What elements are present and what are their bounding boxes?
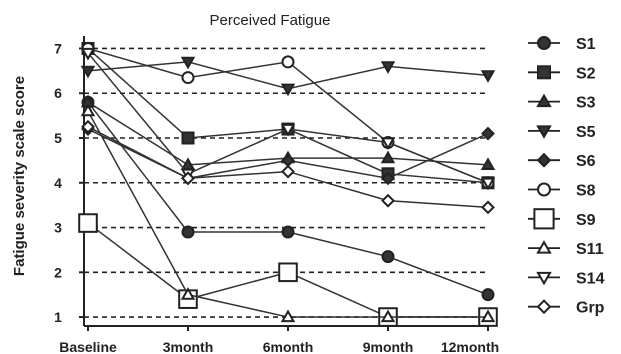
- point-S14-0: [80, 47, 96, 61]
- legend-item-S8: S8: [528, 182, 596, 200]
- legend-label: S2: [576, 65, 596, 82]
- legend-marker-S5: [536, 125, 552, 139]
- legend-item-S5: S5: [528, 124, 596, 141]
- legend-marker-S2: [537, 65, 551, 80]
- legend-marker-S14: [536, 271, 552, 286]
- chart-title: Perceived Fatigue: [210, 12, 331, 29]
- legend-item-Grp: Grp: [528, 299, 605, 317]
- point-S5-0: [80, 65, 96, 79]
- point-S9-0: [78, 213, 98, 233]
- point-S5-1: [180, 56, 196, 70]
- point-S8-1: [181, 71, 195, 85]
- point-S3-1: [180, 157, 196, 170]
- y-axis-label: Fatigue severity scale score: [11, 76, 28, 276]
- legend-item-S1: S1: [528, 36, 596, 53]
- x-tick-label: 6month: [263, 339, 314, 354]
- y-tick-label: 4: [54, 175, 62, 191]
- y-tick-label: 2: [54, 264, 62, 280]
- legend-item-S14: S14: [528, 270, 605, 287]
- legend-item-S3: S3: [528, 93, 596, 112]
- legend-label: S5: [576, 124, 596, 141]
- point-S6-4: [481, 126, 495, 141]
- legend-label: S3: [576, 95, 596, 112]
- point-Grp-1: [181, 171, 195, 186]
- point-S5-3: [380, 61, 396, 74]
- point-S1-4: [481, 288, 495, 302]
- point-S1-3: [381, 250, 395, 264]
- point-S14-2: [280, 123, 296, 137]
- point-S3-3: [380, 150, 396, 164]
- series-S11: [80, 103, 496, 323]
- y-tick-label: 3: [54, 220, 62, 236]
- legend-label: S6: [576, 153, 596, 170]
- point-S11-2: [280, 309, 296, 323]
- point-S11-0: [80, 103, 96, 117]
- point-S1-2: [281, 225, 295, 239]
- legend-label: S8: [576, 183, 596, 200]
- x-tick-label: 12month: [441, 339, 499, 354]
- legend-marker-S6: [536, 152, 552, 168]
- legend-label: S14: [576, 270, 605, 287]
- legend-marker-S11: [536, 240, 552, 254]
- tick-labels: 1 2 3 4 5 6 7 Baseline 3month 6month 9month 12month: [54, 40, 499, 354]
- series-group: [78, 41, 498, 327]
- legend-item-S9: S9: [528, 208, 596, 230]
- axes: [83, 36, 488, 327]
- y-tick-label: 1: [54, 309, 62, 325]
- legend-marker-Grp: [536, 299, 552, 315]
- point-S14-3: [380, 137, 396, 150]
- y-tick-label: 6: [54, 85, 62, 101]
- point-S11-1: [180, 287, 196, 300]
- point-Grp-0: [81, 119, 95, 134]
- legend-marker-S8: [537, 182, 551, 197]
- legend-marker-S3: [536, 93, 552, 108]
- legend: S1 S2 S3 S5 S6 S8 S9 S11 S14 Grp: [528, 36, 605, 317]
- point-Grp-2: [281, 164, 295, 179]
- legend-label: S9: [576, 212, 596, 229]
- point-S5-4: [480, 70, 496, 83]
- legend-marker-S9: [533, 208, 555, 230]
- point-S11-3: [380, 309, 396, 323]
- x-tick-label: 9month: [363, 339, 414, 354]
- series-S14: [80, 47, 496, 191]
- point-Grp-3: [381, 193, 395, 208]
- legend-item-S6: S6: [528, 152, 596, 170]
- legend-label: S11: [576, 241, 604, 258]
- legend-label: S1: [576, 36, 596, 53]
- x-tick-label: Baseline: [59, 339, 117, 354]
- legend-item-S11: S11: [528, 240, 604, 258]
- point-S14-4: [480, 177, 496, 191]
- legend-item-S2: S2: [528, 65, 596, 82]
- point-S6-3: [381, 171, 395, 186]
- y-tick-label: 5: [54, 130, 62, 146]
- point-S1-1: [181, 225, 195, 239]
- point-S3-4: [480, 157, 496, 170]
- point-S11-4: [480, 309, 496, 323]
- legend-label: Grp: [576, 300, 605, 317]
- legend-marker-S1: [537, 36, 551, 50]
- series-Grp: [81, 119, 495, 215]
- point-S8-2: [281, 55, 295, 69]
- series-line-S11: [87, 110, 488, 318]
- x-tick-label: 3month: [163, 339, 214, 354]
- point-S6-2: [281, 153, 295, 168]
- point-S2-1: [181, 131, 195, 145]
- series-S5: [80, 56, 496, 97]
- point-S5-2: [280, 83, 296, 97]
- y-tick-label: 7: [54, 40, 62, 56]
- point-Grp-4: [481, 200, 495, 215]
- point-S9-2: [278, 262, 298, 283]
